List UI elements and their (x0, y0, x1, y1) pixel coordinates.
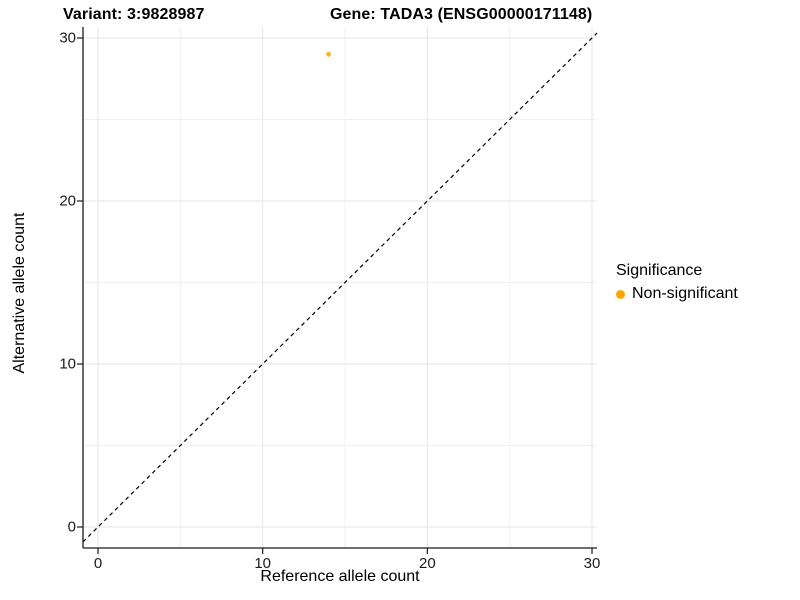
y-axis-title: Alternative allele count (11, 212, 28, 374)
data-point (326, 51, 331, 57)
identity-line (82, 32, 598, 543)
y-tick-label: 0 (67, 518, 76, 536)
legend: Significance Non-significant (616, 262, 738, 303)
legend-item: Non-significant (616, 285, 738, 303)
x-axis-title: Reference allele count (260, 568, 420, 585)
plot-title-gene: Gene: TADA3 (ENSG00000171148) (330, 6, 593, 23)
x-tick-label: 0 (93, 555, 103, 572)
x-tick-label: 30 (583, 555, 601, 572)
legend-point-icon (616, 289, 625, 299)
legend-item-label: Non-significant (632, 285, 738, 302)
y-tick-label: 10 (59, 355, 76, 373)
y-tick-label: 30 (59, 29, 76, 47)
plot-title-variant: Variant: 3:9828987 (63, 6, 205, 23)
x-tick-label: 10 (254, 555, 271, 572)
legend-title: Significance (616, 262, 703, 279)
x-tick-label: 20 (418, 555, 436, 572)
y-tick-label: 20 (59, 192, 76, 210)
